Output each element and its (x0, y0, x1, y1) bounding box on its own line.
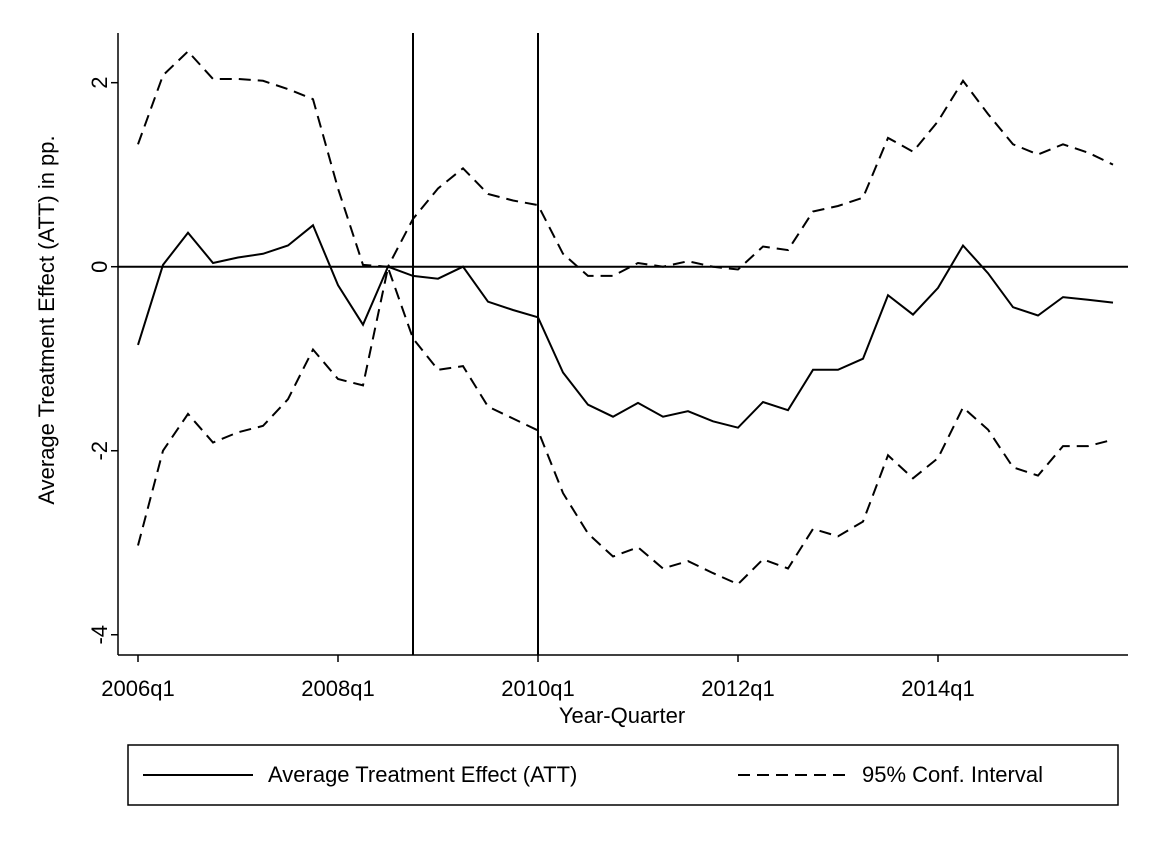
legend-label: Average Treatment Effect (ATT) (268, 762, 577, 787)
y-tick-label: -2 (87, 441, 112, 461)
x-tick-label: 2012q1 (701, 676, 774, 701)
att-line (137, 223, 1114, 429)
x-tick-label: 2014q1 (901, 676, 974, 701)
legend-label: 95% Conf. Interval (862, 762, 1043, 787)
x-axis-title: Year-Quarter (559, 703, 685, 728)
y-axis-title: Average Treatment Effect (ATT) in pp. (34, 135, 59, 504)
ci-line (137, 263, 1114, 586)
ci-line (137, 49, 1114, 277)
y-tick-label: 0 (87, 261, 112, 273)
y-tick-label: 2 (87, 77, 112, 89)
x-tick-label: 2010q1 (501, 676, 574, 701)
legend-box (127, 744, 1119, 806)
x-tick-label: 2006q1 (101, 676, 174, 701)
y-tick-label: -4 (87, 625, 112, 645)
x-tick-label: 2008q1 (301, 676, 374, 701)
